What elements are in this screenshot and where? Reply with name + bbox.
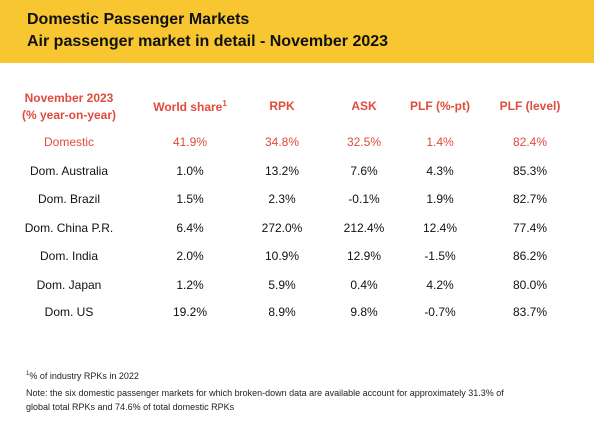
cell-plf-pt: 4.3% (426, 164, 454, 178)
cell-plf-level: 86.2% (512, 249, 548, 263)
cell-world-share: 1.0% (176, 164, 204, 178)
cell-plf-pt: -1.5% (424, 249, 456, 263)
footnote-note-line2: global total RPKs and 74.6% of total dom… (26, 402, 235, 412)
cell-ask: -0.1% (348, 192, 380, 206)
cell-rpk: 272.0% (261, 221, 303, 235)
cell-ask: 7.6% (350, 164, 378, 178)
cell-world-share: 1.5% (176, 192, 204, 206)
cell-rpk: 2.3% (268, 192, 296, 206)
col-header-ask: ASK (351, 99, 377, 113)
col-header-world-share: World share1 (153, 99, 227, 114)
cell-market: Dom. India (39, 249, 99, 263)
header-banner: Domestic Passenger Markets Air passenger… (0, 0, 594, 63)
cell-world-share: 2.0% (176, 249, 204, 263)
cell-plf-level: 80.0% (512, 278, 548, 292)
col-header-plf-pt: PLF (%-pt) (410, 99, 470, 113)
cell-rpk: 5.9% (268, 278, 296, 292)
cell-ask: 32.5% (346, 135, 382, 149)
cell-plf-pt: 1.4% (426, 135, 454, 149)
cell-rpk: 10.9% (264, 249, 300, 263)
cell-plf-level: 83.7% (512, 305, 548, 319)
cell-ask: 9.8% (350, 305, 378, 319)
cell-rpk: 13.2% (264, 164, 300, 178)
cell-plf-level: 77.4% (512, 221, 548, 235)
page-title: Domestic Passenger Markets (27, 11, 250, 28)
cell-ask: 212.4% (343, 221, 385, 235)
cell-plf-pt: 4.2% (426, 278, 454, 292)
cell-plf-level: 82.7% (512, 192, 548, 206)
col-header-rpk: RPK (269, 99, 295, 113)
cell-world-share: 6.4% (176, 221, 204, 235)
page-subtitle: Air passenger market in detail - Novembe… (27, 33, 389, 50)
period-label-line1: November 2023 (24, 91, 114, 105)
cell-market: Dom. China P.R. (24, 221, 114, 235)
cell-world-share: 19.2% (172, 305, 208, 319)
cell-plf-pt: 1.9% (426, 192, 454, 206)
cell-rpk: 8.9% (268, 305, 296, 319)
cell-world-share: 1.2% (176, 278, 204, 292)
cell-market: Dom. Brazil (37, 192, 100, 206)
cell-market: Dom. Japan (36, 278, 102, 292)
cell-market: Dom. Australia (29, 164, 109, 178)
period-label-line2: (% year-on-year) (21, 108, 117, 122)
col-header-plf-level: PLF (level) (499, 99, 561, 113)
cell-rpk: 34.8% (264, 135, 300, 149)
cell-market: Domestic (43, 135, 94, 149)
cell-ask: 0.4% (350, 278, 378, 292)
cell-world-share: 41.9% (172, 135, 208, 149)
cell-plf-pt: -0.7% (424, 305, 456, 319)
footnote-world-share: 1% of industry RPKs in 2022 (26, 371, 139, 381)
cell-market: Dom. US (44, 305, 94, 319)
cell-plf-level: 85.3% (512, 164, 548, 178)
cell-plf-pt: 12.4% (422, 221, 458, 235)
cell-ask: 12.9% (346, 249, 382, 263)
footnote-note-line1: Note: the six domestic passenger markets… (26, 388, 504, 398)
cell-plf-level: 82.4% (512, 135, 548, 149)
